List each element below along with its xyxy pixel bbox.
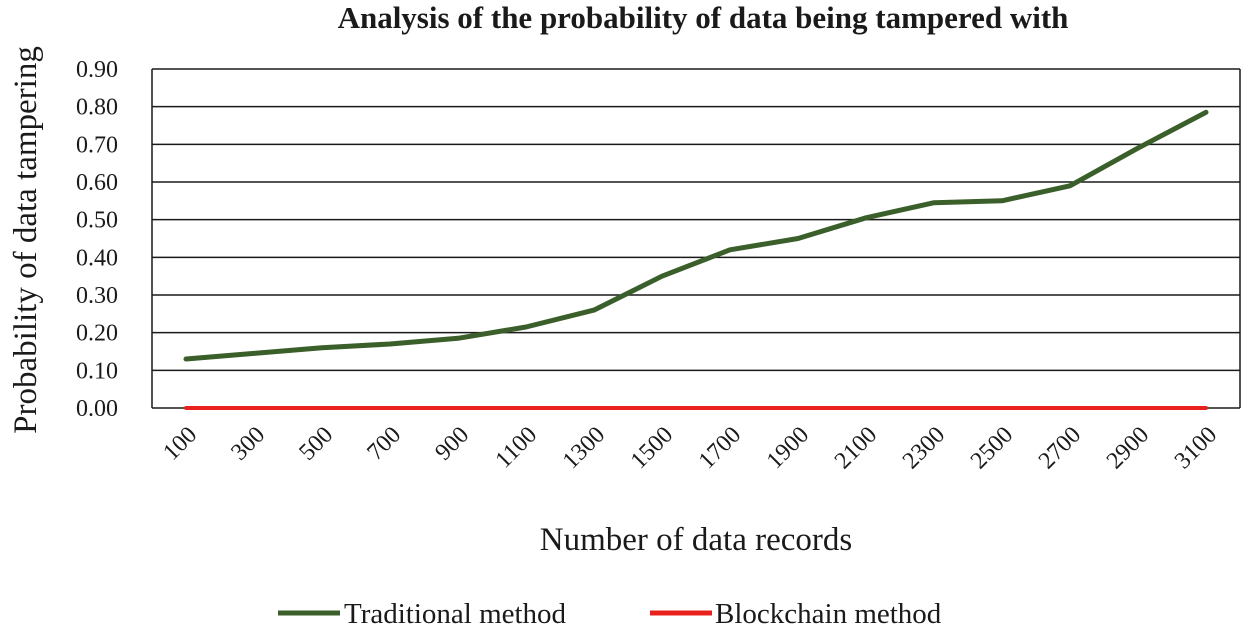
- legend-label: Traditional method: [344, 598, 567, 630]
- x-tick-label: 2700: [1034, 422, 1086, 474]
- y-tick-label: 0.90: [76, 57, 118, 83]
- x-tick-label: 1900: [762, 422, 814, 474]
- chart-title: Analysis of the probability of data bein…: [338, 0, 1069, 35]
- y-tick-label: 0.70: [76, 132, 118, 158]
- x-tick-label: 900: [430, 422, 474, 466]
- x-tick-label: 3100: [1170, 422, 1222, 474]
- data-series: [183, 109, 1209, 410]
- y-tick-label: 0.40: [76, 245, 118, 271]
- legend-label: Blockchain method: [715, 598, 942, 630]
- x-tick-label: 1100: [491, 422, 543, 474]
- y-tick-labels: 0.00 0.10 0.20 0.30 0.40 0.50 0.60 0.70 0.80 0.90: [76, 57, 118, 422]
- y-tick-label: 0.60: [76, 170, 118, 196]
- x-tick-label: 300: [226, 422, 270, 466]
- x-tick-label: 700: [362, 422, 406, 466]
- x-tick-label: 500: [294, 422, 338, 466]
- x-tick-label: 100: [158, 422, 202, 466]
- x-tick-labels: 100 300 500 700 900 1100 1300 1500 1700 1900 2100 2…: [158, 422, 1222, 474]
- y-tick-label: 0.30: [76, 283, 118, 309]
- y-tick-label: 0.50: [76, 208, 118, 234]
- x-tick-label: 2900: [1102, 422, 1154, 474]
- series-line-traditional: [183, 109, 1209, 362]
- x-tick-label: 2100: [830, 422, 882, 474]
- y-axis-label: Probability of data tampering: [8, 46, 44, 434]
- gridlines: [151, 68, 1241, 409]
- x-tick-label: 2500: [966, 422, 1018, 474]
- y-tick-label: 0.80: [76, 95, 118, 121]
- y-tick-label: 0.20: [76, 321, 118, 347]
- y-tick-label: 0.10: [76, 358, 118, 384]
- x-tick-label: 1700: [694, 422, 746, 474]
- x-tick-label: 1300: [558, 422, 610, 474]
- x-tick-label: 1500: [626, 422, 678, 474]
- x-axis-label: Number of data records: [540, 522, 852, 558]
- y-tick-label: 0.00: [76, 396, 118, 422]
- legend: Traditional method Blockchain method: [278, 598, 942, 630]
- x-tick-label: 2300: [898, 422, 950, 474]
